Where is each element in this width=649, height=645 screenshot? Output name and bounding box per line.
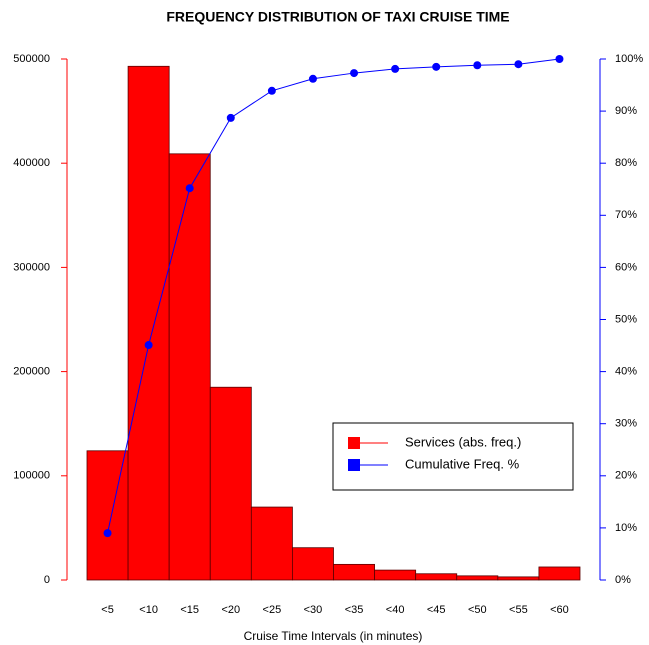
legend-swatch bbox=[348, 437, 360, 449]
x-tick-label: <10 bbox=[139, 604, 158, 616]
x-tick-label: <5 bbox=[101, 604, 114, 616]
y2-tick-label: 60% bbox=[615, 261, 637, 273]
chart-title: FREQUENCY DISTRIBUTION OF TAXI CRUISE TI… bbox=[166, 9, 509, 25]
y-tick-label: 0 bbox=[44, 574, 50, 586]
cumulative-point bbox=[185, 184, 194, 193]
legend: Services (abs. freq.) Cumulative Freq. % bbox=[332, 422, 574, 491]
x-tick-label: <60 bbox=[550, 604, 569, 616]
bar bbox=[538, 566, 581, 581]
cumulative-point bbox=[226, 113, 235, 122]
legend-box bbox=[332, 422, 574, 491]
legend-label: Cumulative Freq. % bbox=[405, 456, 520, 471]
bar bbox=[250, 506, 293, 581]
y-tick-label: 300000 bbox=[13, 261, 50, 273]
y2-tick-label: 0% bbox=[615, 574, 631, 586]
x-tick-label: <45 bbox=[427, 604, 446, 616]
cumulative-point bbox=[391, 64, 400, 73]
cumulative-point bbox=[473, 61, 482, 70]
y2-tick-label: 90% bbox=[615, 105, 637, 117]
cumulative-point bbox=[308, 74, 317, 83]
x-tick-label: <50 bbox=[468, 604, 487, 616]
bar bbox=[86, 450, 129, 581]
x-axis-label: Cruise Time Intervals (in minutes) bbox=[244, 629, 423, 643]
x-tick-label: <35 bbox=[345, 604, 364, 616]
y-tick-label: 100000 bbox=[13, 470, 50, 482]
bar bbox=[168, 153, 211, 581]
bar bbox=[456, 575, 499, 581]
bar bbox=[497, 576, 540, 581]
y2-tick-label: 30% bbox=[615, 418, 637, 430]
y2-tick-label: 20% bbox=[615, 470, 637, 482]
y2-tick-label: 50% bbox=[615, 313, 637, 325]
cumulative-point bbox=[350, 69, 359, 78]
cumulative-point bbox=[267, 86, 276, 95]
bar bbox=[127, 65, 170, 581]
y-tick-label: 200000 bbox=[13, 366, 50, 378]
x-tick-label: <55 bbox=[509, 604, 528, 616]
cumulative-point bbox=[514, 60, 523, 69]
x-tick-label: <40 bbox=[386, 604, 405, 616]
y2-tick-label: 10% bbox=[615, 522, 637, 534]
y2-tick-label: 40% bbox=[615, 366, 637, 378]
bar bbox=[333, 563, 375, 581]
cumulative-point bbox=[144, 341, 153, 350]
cumulative-point bbox=[555, 55, 564, 63]
bar bbox=[374, 569, 417, 581]
bar bbox=[209, 386, 252, 581]
y2-tick-label: 80% bbox=[615, 157, 637, 169]
x-tick-label: <30 bbox=[304, 604, 323, 616]
x-tick-label: <20 bbox=[221, 604, 240, 616]
bar bbox=[292, 547, 334, 581]
legend-swatch bbox=[348, 459, 360, 471]
x-tick-label: <25 bbox=[263, 604, 282, 616]
legend-label: Services (abs. freq.) bbox=[405, 434, 521, 449]
cumulative-point bbox=[103, 529, 112, 538]
cumulative-line bbox=[107, 58, 560, 534]
y-tick-label: 400000 bbox=[13, 157, 50, 169]
y2-tick-label: 70% bbox=[615, 209, 637, 221]
y-tick-label: 500000 bbox=[13, 53, 50, 65]
x-tick-label: <15 bbox=[180, 604, 199, 616]
bar bbox=[415, 573, 458, 581]
cumulative-point bbox=[432, 62, 441, 71]
y2-tick-label: 100% bbox=[615, 53, 643, 65]
